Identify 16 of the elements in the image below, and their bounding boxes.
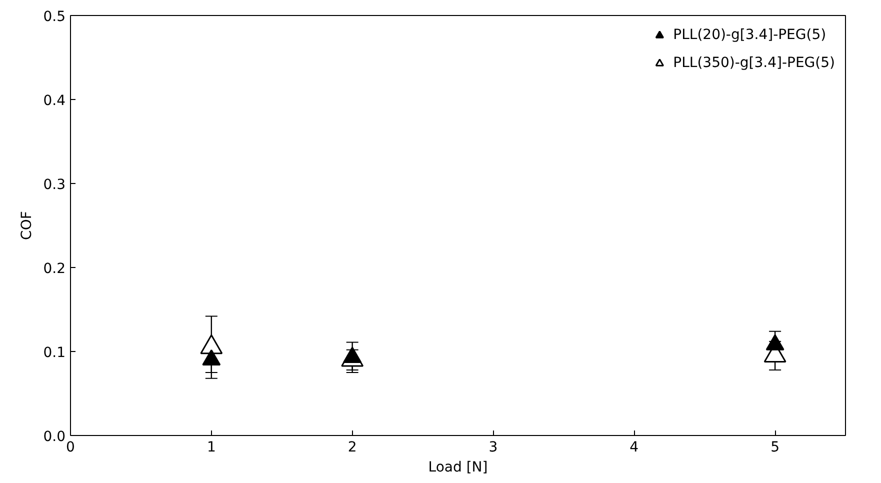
x-tick-label: 2 — [348, 440, 357, 456]
legend-label: PLL(20)-g[3.4]-PEG(5) — [673, 27, 826, 43]
y-axis-title: COF — [19, 211, 36, 240]
y-tick-label: 0.0 — [43, 429, 66, 445]
legend-label: PLL(350)-g[3.4]-PEG(5) — [673, 55, 835, 71]
x-tick-label: 3 — [488, 440, 498, 456]
x-tick-label: 4 — [630, 440, 639, 456]
y-tick-label: 0.5 — [43, 9, 66, 25]
y-tick-label: 0.4 — [43, 93, 66, 109]
y-tick-label: 0.3 — [43, 177, 66, 193]
y-tick-label: 0.2 — [43, 261, 66, 277]
x-tick-label: 5 — [770, 440, 780, 456]
x-tick-label: 1 — [206, 440, 216, 456]
x-tick-label: 0 — [66, 440, 75, 456]
x-axis-title: Load [N] — [428, 460, 488, 476]
y-tick-label: 0.1 — [43, 345, 66, 361]
